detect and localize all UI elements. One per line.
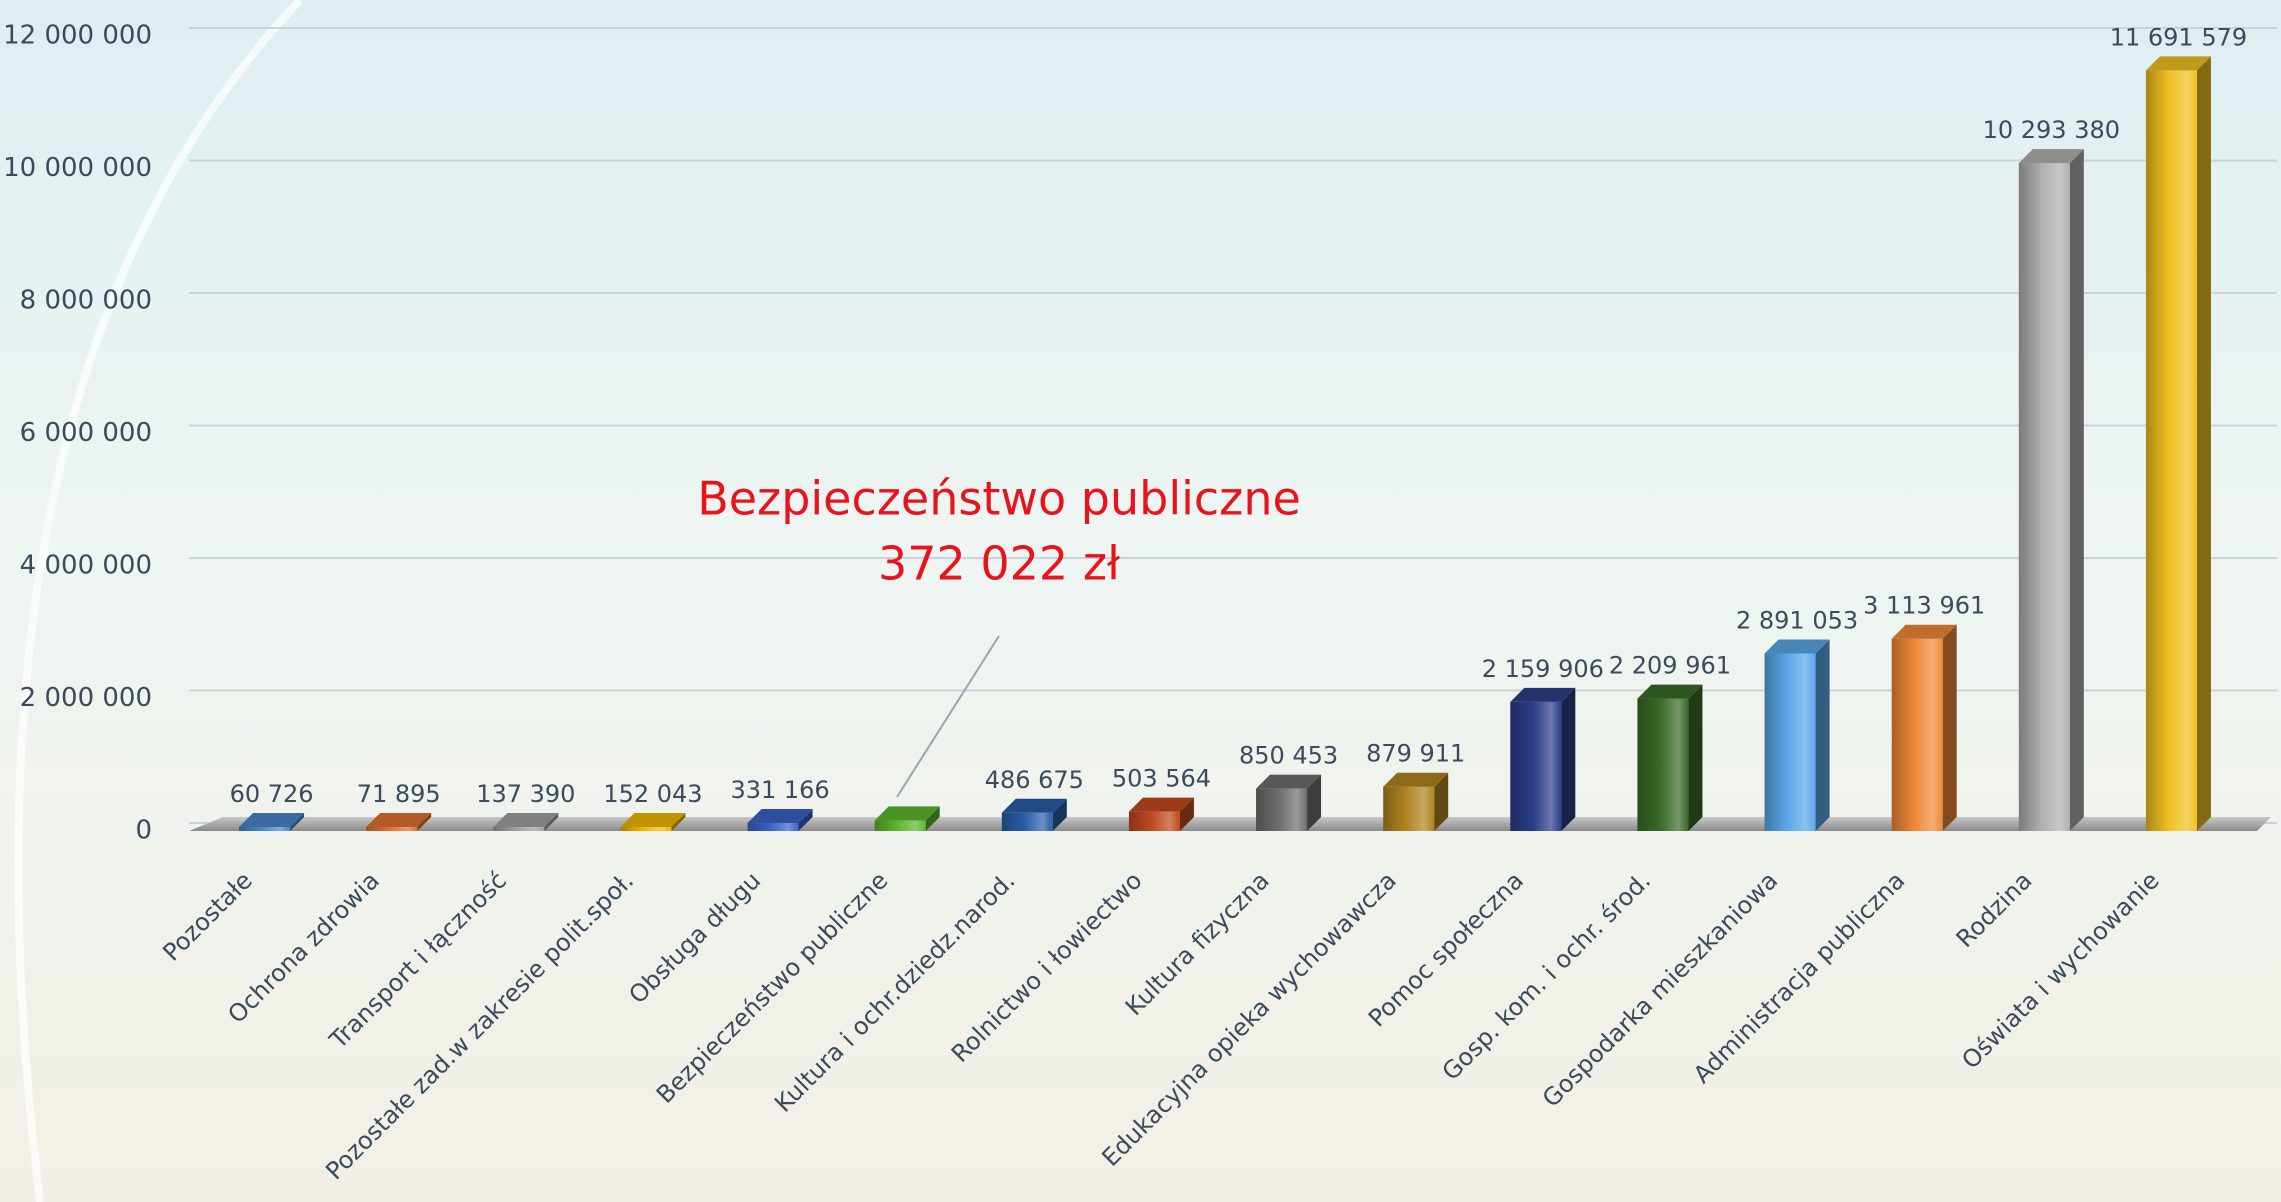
bar-side (798, 809, 813, 831)
value-label: 2 891 053 (1736, 606, 1858, 634)
bar-top (2018, 149, 2084, 164)
bar (874, 820, 926, 831)
bar-side (1179, 797, 1194, 831)
annotation: Bezpieczeństwo publiczne (697, 472, 1301, 526)
bar-side (290, 813, 305, 831)
bar (2018, 163, 2070, 831)
bar (747, 823, 799, 831)
bar (239, 827, 291, 831)
value-label: 3 113 961 (1863, 592, 1985, 620)
value-label: 2 209 961 (1609, 652, 1731, 680)
bar (1128, 811, 1180, 831)
y-tick-label: 2 000 000 (20, 683, 152, 713)
bar-side (1561, 687, 1576, 831)
value-label: 60 726 (230, 780, 314, 808)
value-label: 10 293 380 (1983, 116, 2120, 144)
bar-top (2145, 56, 2211, 71)
bar (1256, 788, 1308, 831)
leader-line (896, 635, 1000, 798)
value-label: 11 691 579 (2110, 23, 2247, 51)
bar-top (620, 813, 686, 827)
annotation: 372 022 zł (878, 537, 1121, 591)
bar-top (1637, 684, 1703, 699)
bar-side (2069, 149, 2084, 831)
decor-arc (14, 0, 303, 1202)
bars: 60 726 71 895 137 390 152 043 331 166 486 675… (230, 23, 2247, 832)
y-tick-label: 10 000 000 (3, 153, 152, 183)
bar (620, 827, 672, 831)
value-label: 331 166 (730, 776, 829, 804)
bar-top (239, 813, 305, 827)
bar-top (1764, 639, 1830, 654)
bar-side (544, 813, 559, 831)
value-label: 486 675 (985, 766, 1084, 794)
value-label: 850 453 (1239, 742, 1338, 770)
bar-side (1815, 639, 1830, 831)
value-label: 152 043 (603, 780, 702, 808)
y-tick-label: 6 000 000 (20, 418, 152, 448)
value-label: 879 911 (1366, 740, 1465, 768)
value-label: 137 390 (476, 780, 575, 808)
floor (189, 817, 2271, 831)
bar-side (1688, 684, 1703, 831)
grid: 0 2 000 000 4 000 000 6 000 000 8 000 000 10 … (3, 21, 2277, 846)
bar-side (1942, 624, 1957, 831)
value-label: 2 159 906 (1482, 655, 1604, 683)
bar (1001, 812, 1053, 831)
bar (1891, 638, 1943, 831)
y-tick-label: 12 000 000 (3, 21, 152, 51)
bar (366, 827, 418, 831)
bar-top (1891, 624, 1957, 639)
bar (1383, 786, 1435, 831)
bar-top (1128, 797, 1194, 812)
value-label: 71 895 (357, 780, 441, 808)
bar-side (1434, 772, 1449, 831)
bar-top (747, 809, 813, 824)
bar-top (1001, 798, 1067, 813)
bar-top (1256, 774, 1322, 789)
bar-side (1307, 774, 1322, 831)
bar (1510, 701, 1562, 831)
bar-top (366, 813, 432, 827)
bar-side (2196, 56, 2211, 832)
bar-side (671, 813, 686, 831)
bar-side (925, 806, 940, 831)
bar-top (874, 806, 940, 821)
bar-side (1052, 798, 1067, 831)
bar-top (1383, 772, 1449, 787)
bar (1764, 653, 1816, 831)
bar-top (1510, 687, 1576, 702)
bar (493, 827, 545, 831)
bar-top (493, 813, 559, 827)
y-tick-label: 0 (135, 816, 152, 846)
value-label: 503 564 (1112, 765, 1211, 793)
bar-side (417, 813, 432, 831)
bar (2145, 70, 2197, 832)
y-tick-label: 4 000 000 (20, 551, 152, 581)
bar (1637, 698, 1689, 831)
y-tick-label: 8 000 000 (20, 286, 152, 316)
